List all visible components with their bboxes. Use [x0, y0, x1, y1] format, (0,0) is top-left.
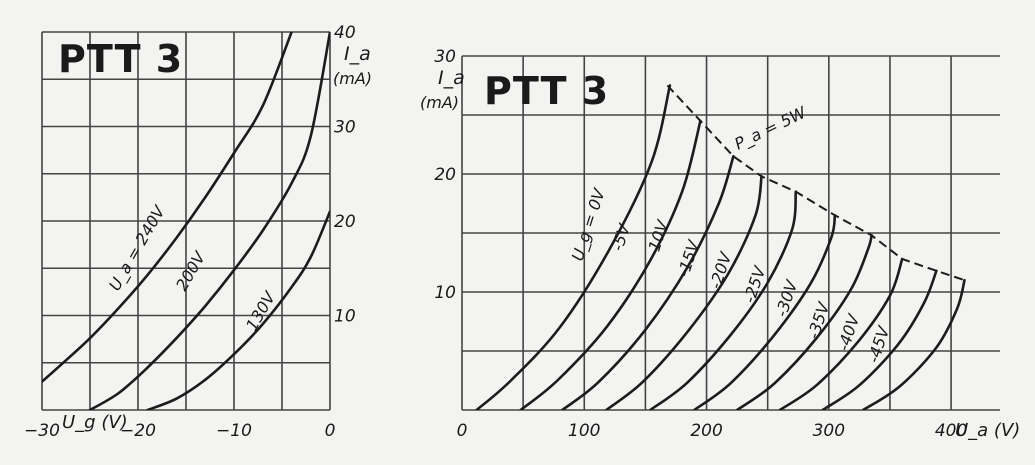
x-tick-label: 300	[813, 421, 845, 441]
right-tick-labels: 0 100 200 300 400 10 20 30	[434, 47, 967, 441]
right-grid	[461, 55, 1000, 411]
curve-label-ug-0v: U_g = 0V	[568, 185, 610, 263]
series-line-6	[735, 234, 873, 410]
left-y-axis-unit: (mA)	[333, 69, 372, 88]
curve-label-200v: 200V	[172, 248, 210, 294]
series-line-7	[778, 257, 904, 410]
left-tick-labels: −30 −20 −10 0 10 20 30 40	[24, 23, 356, 441]
right-x-axis-label: U_a (V)	[955, 420, 1020, 441]
left-chart-ug-ia: −30 −20 −10 0 10 20 30 40 PTT 3 I_a (mA) U_g (V…	[24, 23, 372, 441]
right-curves	[475, 84, 966, 410]
y-tick-label: 10	[334, 307, 356, 327]
x-tick-label: −30	[24, 421, 60, 441]
series-line-5	[693, 214, 837, 410]
left-chart-title: PTT 3	[58, 37, 183, 81]
y-tick-label: 40	[334, 23, 356, 43]
series-line-1	[519, 119, 702, 410]
left-curves	[42, 32, 330, 410]
left-grid	[41, 31, 331, 411]
curve-label-5v: -5V	[608, 221, 635, 253]
x-tick-label: 0	[457, 421, 468, 441]
limit-label-pa-5w: P_a = 5W	[731, 102, 810, 154]
series-line-9	[861, 278, 966, 410]
series-line-2	[561, 155, 735, 410]
y-tick-label: 30	[434, 47, 456, 67]
y-tick-label: 10	[434, 283, 456, 303]
y-tick-label: 30	[334, 118, 356, 138]
y-tick-label: 20	[434, 165, 456, 185]
right-y-axis-unit: (mA)	[420, 93, 459, 112]
x-tick-label: 100	[568, 421, 600, 441]
series-line-0	[475, 84, 672, 410]
x-tick-label: 200	[690, 421, 722, 441]
x-tick-label: −10	[216, 421, 252, 441]
x-tick-label: −20	[120, 421, 156, 441]
power-limit-line	[666, 84, 965, 282]
curve-label-25v: -25V	[740, 263, 770, 305]
series-line-3	[605, 175, 763, 410]
curve-label-10v: -10V	[643, 217, 673, 259]
x-tick-label: 0	[325, 421, 336, 441]
right-y-axis-label: I_a	[438, 67, 465, 89]
y-tick-label: 20	[334, 212, 356, 232]
x-tick-label: 400	[935, 421, 967, 441]
series-line-0	[42, 32, 293, 383]
series-line-4	[649, 190, 798, 410]
right-chart-title: PTT 3	[484, 69, 609, 113]
series-line-2	[146, 210, 330, 410]
series-line-1	[88, 32, 330, 410]
series-line-8	[821, 269, 938, 410]
curve-label-30v: -30V	[772, 277, 802, 319]
curve-label-15v: -15V	[674, 237, 704, 279]
right-chart-ua-ia: 0 100 200 300 400 10 20 30 PTT 3 I_a (mA) U_a (…	[420, 47, 1020, 441]
left-y-axis-label: I_a	[344, 43, 371, 65]
curve-label-40v: -40V	[834, 311, 864, 353]
left-x-axis-label: U_g (V)	[62, 412, 128, 433]
